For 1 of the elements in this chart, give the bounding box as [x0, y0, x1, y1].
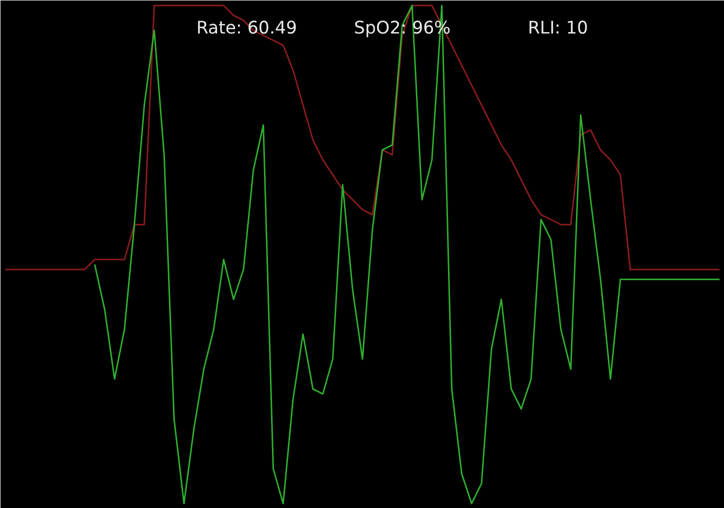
annotation: RLI: 10: [528, 18, 588, 38]
